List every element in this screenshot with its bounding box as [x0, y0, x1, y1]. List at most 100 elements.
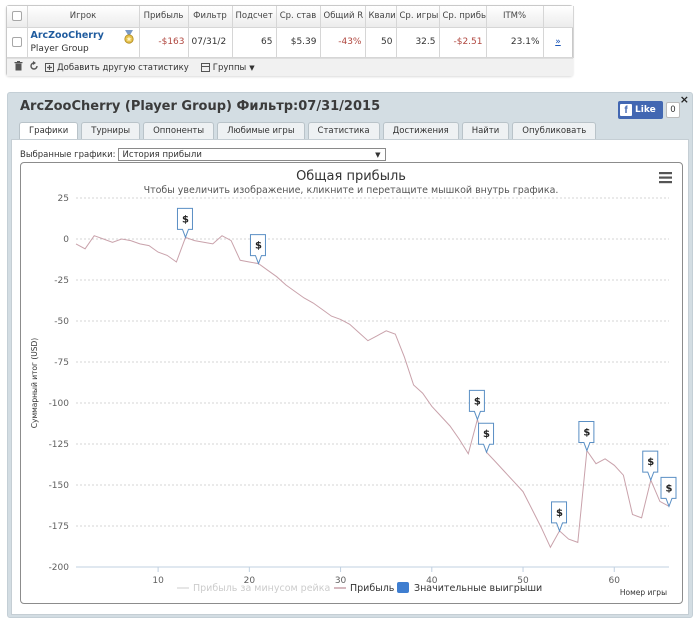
col-header-count[interactable]: Подсчет: [232, 6, 277, 28]
win-marker-flag: [468, 389, 485, 421]
win-marker-symbol: $: [483, 429, 490, 440]
win-marker-symbol: $: [583, 428, 590, 439]
tab-bar: Графики Турниры Оппоненты Любимые игры С…: [19, 122, 597, 139]
col-header-total-r[interactable]: Общий R: [320, 6, 366, 28]
win-marker[interactable]: $: [642, 450, 659, 482]
tab-publish[interactable]: Опубликовать: [512, 122, 597, 139]
player-group: Player Group: [30, 44, 89, 54]
col-header-avg-profit[interactable]: Ср. прибы: [439, 6, 487, 28]
win-marker[interactable]: $: [249, 234, 266, 266]
facebook-like-button[interactable]: f Like: [618, 101, 663, 119]
y-tick-label: 0: [63, 235, 69, 245]
col-header-filter[interactable]: Фильтр: [188, 6, 233, 28]
select-all-checkbox-cell[interactable]: [7, 6, 28, 28]
chart-select-label: Выбранные графики:: [20, 149, 116, 160]
close-icon[interactable]: ×: [679, 93, 689, 106]
chart-container[interactable]: 25 0 -25 -50 -75 -100 -125 -150 -175 -200 10 20 30 4…: [20, 162, 683, 604]
chart-select[interactable]: История прибыли ▼: [117, 148, 386, 161]
win-marker[interactable]: $: [176, 207, 193, 239]
profit-chart[interactable]: 25 0 -25 -50 -75 -100 -125 -150 -175 -200 10 20 30 4…: [21, 163, 682, 603]
col-header-quali[interactable]: Квали: [365, 6, 397, 28]
stats-table: Игрок Прибыль Фильтр Подсчет Ср. став Об…: [7, 6, 574, 58]
win-marker-symbol: $: [647, 457, 654, 468]
col-header-itm[interactable]: ITM%: [486, 6, 544, 28]
legend-wins-swatch: [397, 582, 409, 593]
win-marker-flag: [551, 501, 568, 533]
win-marker[interactable]: $: [468, 389, 485, 421]
col-header-avg-stake[interactable]: Ср. став: [276, 6, 321, 28]
facebook-icon: f: [620, 104, 632, 116]
profit-series-line[interactable]: [75, 235, 670, 549]
caret-down-icon: ▼: [249, 63, 255, 72]
win-marker-flag: [660, 476, 677, 508]
panel-title: ArcZooCherry (Player Group) Фильтр:07/31…: [20, 99, 381, 114]
player-name-link[interactable]: ArcZooCherry: [30, 30, 104, 41]
x-tick-label: 30: [335, 576, 347, 586]
chart-select-value: История прибыли: [122, 149, 202, 160]
select-all-checkbox[interactable]: [11, 11, 22, 21]
tab-opponents[interactable]: Оппоненты: [143, 122, 215, 139]
add-stats-icon: [45, 63, 54, 72]
y-axis-label: Суммарный итог (USD): [30, 338, 39, 429]
x-tick-label: 10: [152, 576, 164, 586]
legend-item-rake[interactable]: Прибыль за минусом рейка: [177, 583, 330, 594]
tab-tournaments[interactable]: Турниры: [81, 122, 141, 139]
win-marker-symbol: $: [182, 214, 189, 225]
col-header-player[interactable]: Игрок: [27, 6, 140, 28]
add-stats-label: Добавить другую статистику: [57, 62, 189, 73]
row-checkbox[interactable]: [11, 36, 22, 47]
groups-icon: [200, 63, 210, 72]
win-marker[interactable]: $: [578, 421, 595, 452]
chart-title: Общая прибыль: [296, 169, 406, 184]
refresh-icon[interactable]: [29, 61, 39, 74]
trash-icon[interactable]: [13, 61, 23, 74]
stats-footer: Добавить другую статистику Группы ▼: [7, 58, 573, 76]
tab-charts[interactable]: Графики: [19, 122, 79, 139]
win-marker[interactable]: $: [660, 476, 677, 508]
legend-item-profit[interactable]: Прибыль: [334, 583, 395, 594]
win-marker[interactable]: $: [478, 422, 495, 454]
tab-achievements[interactable]: Достижения: [382, 122, 459, 139]
quali-value: 50: [365, 27, 397, 58]
detail-link[interactable]: »: [555, 37, 561, 47]
detail-link-cell[interactable]: »: [543, 27, 574, 58]
stats-panel: Игрок Прибыль Фильтр Подсчет Ср. став Об…: [6, 5, 574, 76]
col-header-profit[interactable]: Прибыль: [139, 6, 189, 28]
charts-tab-content: Выбранные графики: История прибыли ▼ 25 0…: [11, 139, 689, 615]
win-marker-symbol: $: [666, 483, 673, 494]
add-stats-button[interactable]: Добавить другую статистику: [45, 63, 189, 73]
chart-select-row: Выбранные графики: История прибыли ▼: [20, 148, 386, 161]
player-details-panel: ArcZooCherry (Player Group) Фильтр:07/31…: [7, 92, 693, 618]
col-header-empty: [543, 6, 574, 28]
legend-rake-label: Прибыль за минусом рейка: [193, 583, 330, 594]
chart-menu-icon[interactable]: [659, 172, 672, 184]
tab-find[interactable]: Найти: [461, 122, 510, 139]
legend-item-wins[interactable]: Значительные выигрыши: [397, 582, 542, 594]
count-value: 65: [232, 27, 277, 58]
y-tick-label: -200: [49, 563, 70, 573]
avg-stake-value: $5.39: [276, 27, 321, 58]
win-marker-symbol: $: [255, 241, 262, 252]
y-tick-label: -125: [49, 440, 69, 450]
win-marker-flag: [578, 421, 595, 452]
significant-wins-markers: $ $ $ $ $ $ $ $: [176, 207, 677, 533]
facebook-like-label: Like: [635, 105, 656, 115]
y-tick-label: -25: [54, 276, 69, 286]
avg-games-value: 32.5: [396, 27, 440, 58]
groups-dropdown[interactable]: Группы ▼: [200, 63, 255, 73]
legend-profit-label: Прибыль: [350, 583, 395, 594]
tab-statistics[interactable]: Статистика: [307, 122, 380, 139]
win-marker-symbol: $: [474, 396, 481, 407]
tab-favorite-games[interactable]: Любимые игры: [217, 122, 305, 139]
x-axis-ticks: 10 20 30 40 50 60: [152, 567, 620, 586]
chart-legend: Прибыль за минусом рейка Прибыль Значите…: [177, 582, 542, 594]
avg-profit-value: -$2.51: [439, 27, 487, 58]
y-tick-label: -50: [54, 317, 69, 327]
select-caret-icon: ▼: [375, 150, 381, 159]
win-marker[interactable]: $: [551, 501, 568, 533]
y-tick-label: -150: [49, 481, 70, 491]
y-tick-label: 25: [58, 194, 69, 204]
col-header-avg-games[interactable]: Ср. игры: [396, 6, 440, 28]
row-checkbox-cell[interactable]: [7, 27, 28, 58]
win-marker-symbol: $: [556, 508, 563, 519]
